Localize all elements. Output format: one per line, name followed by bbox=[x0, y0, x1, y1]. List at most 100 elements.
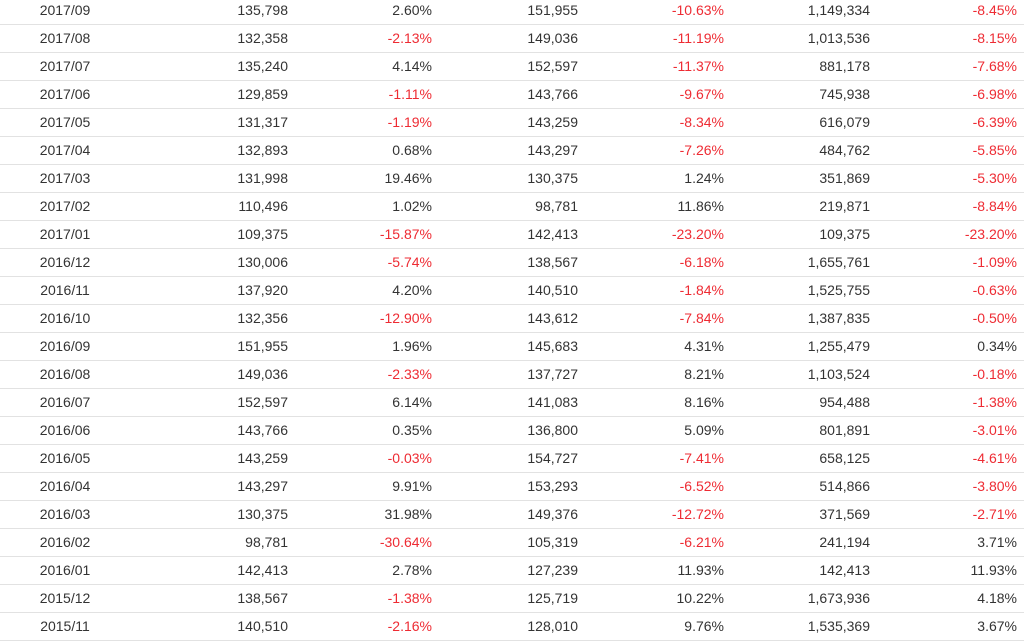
month-cell: 2016/08 bbox=[39, 366, 91, 382]
yoy-change-cell: -7.26% bbox=[679, 142, 724, 158]
value-cell: 130,375 bbox=[237, 506, 288, 522]
cumulative-cell: 241,194 bbox=[819, 534, 870, 550]
yoy-change-cell: -11.19% bbox=[672, 30, 724, 46]
cumulative-change-cell: -6.98% bbox=[972, 86, 1017, 102]
mom-change-cell: -2.16% bbox=[387, 618, 432, 634]
month-cell: 2016/04 bbox=[39, 478, 91, 494]
table-row: 2016/03 130,375 31.98% 149,376 -12.72% 371,56… bbox=[0, 501, 1024, 529]
yoy-change-cell: -23.20% bbox=[671, 226, 724, 242]
mom-change-cell: 0.68% bbox=[392, 142, 432, 158]
table-row: 2017/01 109,375 -15.87% 142,413 -23.20% 109,3… bbox=[0, 221, 1024, 249]
table-row: 2017/03 131,998 19.46% 130,375 1.24% 351,869 -… bbox=[0, 165, 1024, 193]
value-cell: 131,998 bbox=[237, 170, 288, 186]
cumulative-cell: 616,079 bbox=[819, 114, 870, 130]
yoy-change-cell: -8.34% bbox=[679, 114, 724, 130]
cumulative-cell: 745,938 bbox=[819, 86, 870, 102]
cumulative-change-cell: -8.45% bbox=[972, 2, 1017, 18]
cumulative-cell: 484,762 bbox=[819, 142, 870, 158]
cumulative-change-cell: -7.68% bbox=[972, 58, 1017, 74]
month-cell: 2017/08 bbox=[39, 30, 91, 46]
cumulative-change-cell: -4.61% bbox=[972, 450, 1017, 466]
cumulative-cell: 1,013,536 bbox=[807, 30, 870, 46]
mom-change-cell: 31.98% bbox=[384, 506, 432, 522]
cumulative-cell: 801,891 bbox=[819, 422, 870, 438]
prior-value-cell: 130,375 bbox=[527, 170, 578, 186]
cumulative-change-cell: -23.20% bbox=[964, 226, 1017, 242]
month-cell: 2016/07 bbox=[39, 394, 91, 410]
mom-change-cell: 19.46% bbox=[384, 170, 432, 186]
month-cell: 2016/03 bbox=[39, 506, 91, 522]
prior-value-cell: 143,766 bbox=[527, 86, 578, 102]
prior-value-cell: 154,727 bbox=[527, 450, 578, 466]
yoy-change-cell: 4.31% bbox=[684, 338, 724, 354]
month-cell: 2016/02 bbox=[39, 534, 91, 550]
cumulative-change-cell: 0.34% bbox=[977, 338, 1017, 354]
table-row: 2016/07 152,597 6.14% 141,083 8.16% 954,488 -1… bbox=[0, 389, 1024, 417]
value-cell: 129,859 bbox=[237, 86, 288, 102]
cumulative-cell: 1,149,334 bbox=[807, 2, 870, 18]
value-cell: 135,240 bbox=[237, 58, 288, 74]
table-row: 2016/08 149,036 -2.33% 137,727 8.21% 1,103,52… bbox=[0, 361, 1024, 389]
month-cell: 2017/07 bbox=[39, 58, 91, 74]
month-cell: 2017/01 bbox=[39, 226, 91, 242]
cumulative-cell: 881,178 bbox=[819, 58, 870, 74]
mom-change-cell: -5.74% bbox=[387, 254, 432, 270]
mom-change-cell: -15.87% bbox=[379, 226, 432, 242]
table-row: 2017/08 132,358 -2.13% 149,036 -11.19% 1,013,… bbox=[0, 25, 1024, 53]
cumulative-change-cell: -5.85% bbox=[972, 142, 1017, 158]
cumulative-change-cell: -3.01% bbox=[972, 422, 1017, 438]
prior-value-cell: 151,955 bbox=[527, 2, 578, 18]
prior-value-cell: 105,319 bbox=[527, 534, 578, 550]
value-cell: 143,766 bbox=[237, 422, 288, 438]
prior-value-cell: 149,376 bbox=[527, 506, 578, 522]
month-cell: 2017/03 bbox=[39, 170, 91, 186]
month-cell: 2017/06 bbox=[39, 86, 91, 102]
cumulative-cell: 1,673,936 bbox=[807, 590, 870, 606]
table-row: 2015/12 138,567 -1.38% 125,719 10.22% 1,673,9… bbox=[0, 585, 1024, 613]
mom-change-cell: 4.14% bbox=[392, 58, 432, 74]
prior-value-cell: 136,800 bbox=[527, 422, 578, 438]
cumulative-change-cell: 3.71% bbox=[977, 534, 1017, 550]
cumulative-change-cell: 4.18% bbox=[977, 590, 1017, 606]
month-cell: 2015/11 bbox=[40, 618, 90, 634]
cumulative-cell: 1,525,755 bbox=[807, 282, 870, 298]
cumulative-cell: 371,569 bbox=[819, 506, 870, 522]
yoy-change-cell: 8.16% bbox=[684, 394, 724, 410]
cumulative-change-cell: -0.50% bbox=[972, 310, 1017, 326]
table-row: 2015/11 140,510 -2.16% 128,010 9.76% 1,535,36… bbox=[0, 613, 1024, 641]
cumulative-change-cell: 3.67% bbox=[977, 618, 1017, 634]
value-cell: 98,781 bbox=[245, 534, 288, 550]
value-cell: 151,955 bbox=[237, 338, 288, 354]
cumulative-cell: 1,535,369 bbox=[807, 618, 870, 634]
mom-change-cell: -2.33% bbox=[387, 366, 432, 382]
prior-value-cell: 143,259 bbox=[527, 114, 578, 130]
cumulative-cell: 954,488 bbox=[819, 394, 870, 410]
table-row: 2017/02 110,496 1.02% 98,781 11.86% 219,871 -8… bbox=[0, 193, 1024, 221]
table-row: 2017/05 131,317 -1.19% 143,259 -8.34% 616,079… bbox=[0, 109, 1024, 137]
mom-change-cell: -0.03% bbox=[387, 450, 432, 466]
mom-change-cell: 2.78% bbox=[392, 562, 432, 578]
yoy-change-cell: 8.21% bbox=[684, 366, 724, 382]
cumulative-change-cell: -5.30% bbox=[972, 170, 1017, 186]
month-cell: 2017/02 bbox=[39, 198, 91, 214]
yoy-change-cell: -12.72% bbox=[671, 506, 724, 522]
table-row: 2017/07 135,240 4.14% 152,597 -11.37% 881,178… bbox=[0, 53, 1024, 81]
mom-change-cell: 0.35% bbox=[392, 422, 432, 438]
prior-value-cell: 98,781 bbox=[535, 198, 578, 214]
value-cell: 135,798 bbox=[237, 2, 288, 18]
table-row: 2016/05 143,259 -0.03% 154,727 -7.41% 658,125… bbox=[0, 445, 1024, 473]
cumulative-change-cell: -3.80% bbox=[972, 478, 1017, 494]
value-cell: 143,297 bbox=[237, 478, 288, 494]
value-cell: 137,920 bbox=[237, 282, 288, 298]
mom-change-cell: -1.19% bbox=[387, 114, 432, 130]
prior-value-cell: 153,293 bbox=[527, 478, 578, 494]
mom-change-cell: -30.64% bbox=[379, 534, 432, 550]
table-row: 2017/09 135,798 2.60% 151,955 -10.63% 1,149,3… bbox=[0, 0, 1024, 25]
table-row: 2016/01 142,413 2.78% 127,239 11.93% 142,413 1… bbox=[0, 557, 1024, 585]
yoy-change-cell: -7.84% bbox=[679, 310, 724, 326]
yoy-change-cell: -7.41% bbox=[679, 450, 724, 466]
prior-value-cell: 152,597 bbox=[527, 58, 578, 74]
value-cell: 132,356 bbox=[237, 310, 288, 326]
cumulative-change-cell: -2.71% bbox=[972, 506, 1017, 522]
cumulative-cell: 1,103,524 bbox=[807, 366, 870, 382]
